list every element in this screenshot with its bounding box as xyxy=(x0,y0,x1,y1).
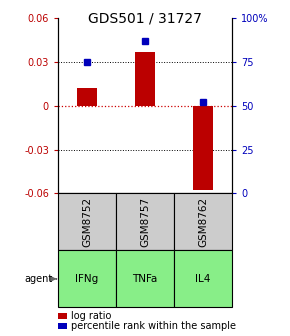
Text: TNFa: TNFa xyxy=(132,274,158,284)
Bar xyxy=(77,88,97,106)
Text: GSM8762: GSM8762 xyxy=(198,197,208,247)
Bar xyxy=(193,106,213,190)
Text: percentile rank within the sample: percentile rank within the sample xyxy=(71,321,236,331)
Text: IFNg: IFNg xyxy=(75,274,99,284)
Text: IL4: IL4 xyxy=(195,274,211,284)
Text: GDS501 / 31727: GDS501 / 31727 xyxy=(88,12,202,26)
Text: GSM8757: GSM8757 xyxy=(140,197,150,247)
Text: agent: agent xyxy=(24,274,52,284)
Text: log ratio: log ratio xyxy=(71,311,111,321)
Text: GSM8752: GSM8752 xyxy=(82,197,92,247)
Bar xyxy=(135,52,155,106)
